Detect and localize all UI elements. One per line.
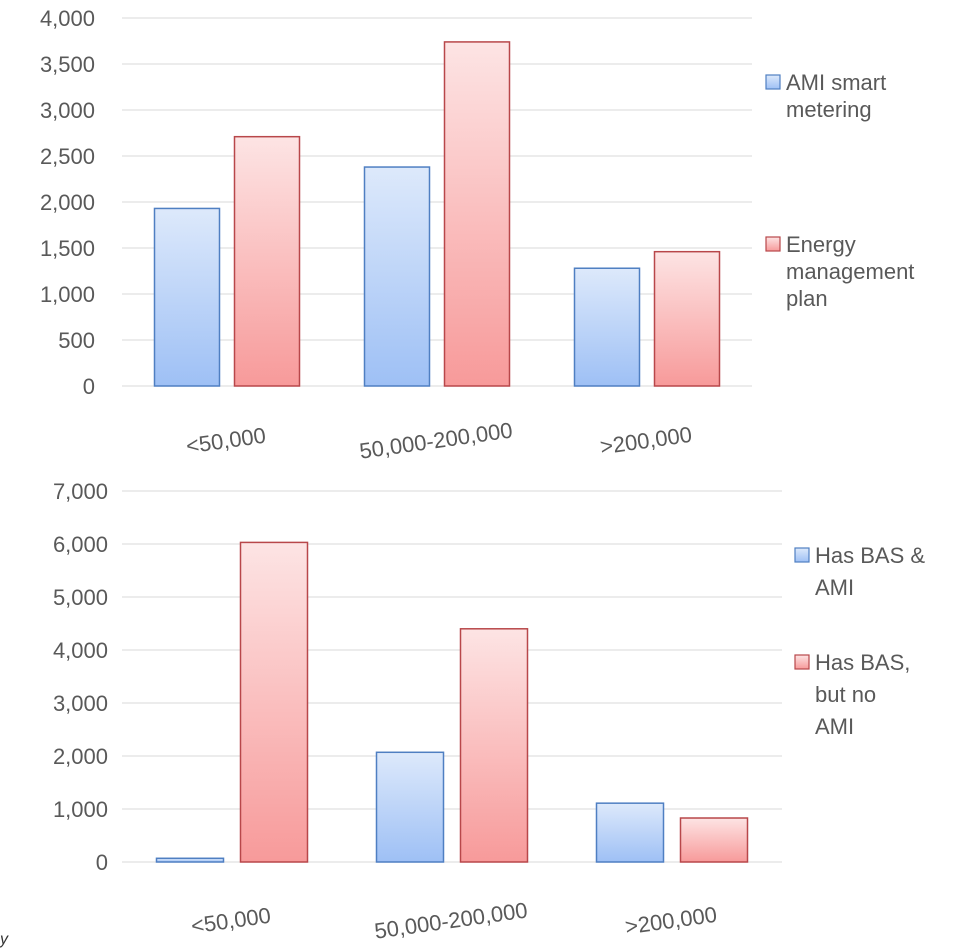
y-tick-label: 2,000 <box>53 744 108 769</box>
legend-label: Has BAS & AMI <box>815 543 925 600</box>
chart-bottom: 0 1,000 2,000 3,000 4,000 5,000 6,000 7,000 <50,… <box>53 479 925 944</box>
x-category-label: <50,000 <box>185 423 268 459</box>
x-category-label: 50,000-200,000 <box>358 417 514 463</box>
legend-label-line: but no <box>815 682 876 707</box>
legend-swatch-blue <box>794 547 810 563</box>
bar-red-0 <box>239 541 309 863</box>
legend-swatch-red <box>794 654 810 670</box>
legend-swatch-blue <box>765 74 781 90</box>
legend-label-line: metering <box>786 97 872 122</box>
bar-blue-1 <box>363 166 431 387</box>
legend-swatch-red <box>765 236 781 252</box>
x-category-label: <50,000 <box>190 903 273 939</box>
bar-blue-2 <box>595 802 665 863</box>
y-tick-label: 7,000 <box>53 479 108 504</box>
legend-label-line: plan <box>786 286 828 311</box>
bar-red-1 <box>443 41 511 387</box>
y-tick-label: 5,000 <box>53 585 108 610</box>
bar-red-1 <box>459 628 529 863</box>
y-tick-label: 2,000 <box>40 190 95 215</box>
legend-label: AMI smart metering <box>786 70 886 122</box>
y-tick-label: 0 <box>83 374 95 399</box>
y-tick-label: 3,000 <box>53 691 108 716</box>
legend-label: Energy management plan <box>786 232 914 311</box>
y-tick-label: 1,000 <box>53 797 108 822</box>
x-category-label: >200,000 <box>598 422 693 460</box>
y-tick-label: 1,500 <box>40 236 95 261</box>
legend-label-line: AMI smart <box>786 70 886 95</box>
y-tick-label: 3,500 <box>40 52 95 77</box>
bar-blue-2 <box>573 267 641 387</box>
legend-label-line: Has BAS, <box>815 650 910 675</box>
bar-red-2 <box>679 817 749 863</box>
x-category-label: >200,000 <box>623 902 718 940</box>
bar-red-0 <box>233 135 301 387</box>
bar-blue-1 <box>375 751 445 863</box>
y-tick-label: 0 <box>96 850 108 875</box>
stray-caption-text: y <box>0 931 9 948</box>
legend-label-line: management <box>786 259 914 284</box>
legend-label-line: Has BAS & <box>815 543 925 568</box>
y-tick-label: 500 <box>58 328 95 353</box>
chart-top: 0 500 1,000 1,500 2,000 2,500 3,000 3,500 4,000 <… <box>40 6 914 464</box>
y-tick-label: 1,000 <box>40 282 95 307</box>
legend-label-line: Energy <box>786 232 856 257</box>
bar-red-2 <box>653 250 721 387</box>
y-tick-label: 4,000 <box>40 6 95 31</box>
bar-blue-0 <box>153 207 221 387</box>
legend-label-line: AMI <box>815 714 854 739</box>
y-tick-label: 3,000 <box>40 98 95 123</box>
x-category-label: 50,000-200,000 <box>373 897 529 943</box>
bar-blue-0 <box>155 857 225 863</box>
legend-label-line: AMI <box>815 575 854 600</box>
y-tick-label: 4,000 <box>53 638 108 663</box>
legend-label: Has BAS, but no AMI <box>815 650 910 739</box>
y-tick-label: 6,000 <box>53 532 108 557</box>
y-tick-label: 2,500 <box>40 144 95 169</box>
